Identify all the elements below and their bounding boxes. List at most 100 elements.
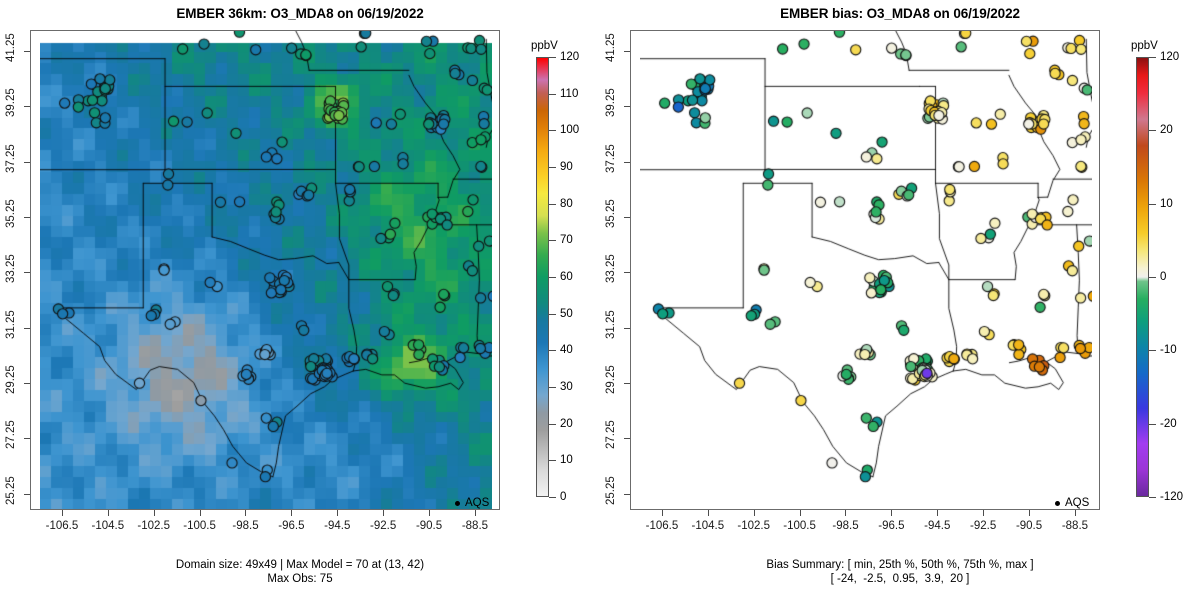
colorbar-tick	[549, 460, 556, 462]
aqs-marker-icon	[1055, 500, 1060, 506]
x-axis-tick	[337, 510, 339, 516]
colorbar-tick-label: 10	[1160, 197, 1173, 210]
x-axis-tick	[429, 510, 431, 516]
x-axis-tick	[61, 510, 63, 516]
y-axis-tick-label: 25.25	[605, 475, 617, 505]
x-axis-tick-label: -88.5	[1061, 520, 1089, 532]
colorbar-tick	[1149, 497, 1156, 498]
legend-label-aqs: AQS	[465, 497, 490, 509]
x-axis-tick-label: -104.5	[91, 520, 125, 532]
y-axis-tick	[624, 383, 630, 385]
colorbar-tick-label: 120	[1160, 51, 1180, 63]
x-axis-tick-label: -92.5	[970, 520, 997, 532]
x-axis-tick	[753, 510, 755, 516]
colorbar-tick	[1149, 130, 1156, 132]
colorbar-tick-label: 70	[560, 234, 573, 247]
x-axis-tick	[891, 510, 893, 516]
colorbar-tick-label: 30	[560, 381, 573, 393]
colorbar-tick	[549, 423, 556, 425]
y-axis-tick	[624, 327, 630, 329]
x-axis-tick	[383, 510, 385, 516]
colorbar-tick-label: -10	[1160, 344, 1177, 357]
x-axis-tick-label: -100.5	[183, 520, 216, 532]
colorbar-title-model: ppbV	[531, 40, 558, 52]
map-area-bias	[640, 31, 1092, 509]
colorbar-tick	[549, 167, 556, 168]
y-axis-tick	[24, 50, 30, 52]
y-axis-tick-label: 25.25	[5, 475, 17, 505]
y-axis-tick-label: 37.25	[605, 143, 617, 173]
y-axis-tick-label: 35.25	[605, 199, 617, 228]
colorbar-tick-label: 110	[560, 87, 579, 100]
x-axis-tick	[245, 510, 247, 516]
y-axis-tick	[24, 216, 30, 218]
legend-aqs-bias: AQS	[1055, 497, 1089, 509]
x-axis-tick	[937, 510, 939, 516]
y-axis-tick	[24, 161, 30, 163]
y-axis-tick	[624, 438, 630, 440]
colorbar-tick-label: -120	[1160, 491, 1184, 503]
colorbar-tick	[1149, 277, 1156, 278]
panel-title-model: EMBER 36km: O3_MDA8 on 06/19/2022	[176, 6, 424, 21]
x-axis-tick-label: -106.5	[645, 520, 679, 532]
x-axis-tick	[799, 510, 801, 516]
y-axis-tick-label: 29.25	[605, 365, 617, 395]
map-area-model	[40, 31, 492, 509]
colorbar-tick	[1149, 350, 1156, 352]
y-axis-tick-label: 37.25	[5, 143, 17, 173]
x-axis-tick-label: -96.5	[278, 520, 305, 532]
x-axis-tick-label: -94.5	[324, 520, 351, 532]
y-axis-tick-label: 33.25	[5, 254, 17, 284]
colorbar-tick	[1149, 57, 1156, 58]
x-axis-tick	[153, 510, 155, 516]
y-axis-tick-label: 31.25	[605, 309, 617, 339]
x-axis-tick-label: -98.5	[832, 520, 859, 532]
colorbar-tick	[549, 497, 556, 498]
x-axis-tick	[1074, 510, 1076, 516]
colorbar-tick-label: 80	[560, 197, 573, 210]
colorbar-tick	[549, 277, 556, 278]
y-axis-tick-label: 39.25	[5, 88, 17, 118]
x-axis-tick	[707, 510, 709, 516]
colorbar-tick-label: 100	[560, 124, 580, 137]
y-axis-tick-label: 31.25	[5, 309, 17, 339]
x-axis-tick-label: -94.5	[924, 520, 951, 532]
colorbar-tick-label: -20	[1160, 417, 1177, 430]
y-axis-tick	[24, 438, 30, 440]
y-axis-tick	[624, 161, 630, 163]
y-axis-tick-label: 41.25	[5, 32, 17, 62]
colorbar-tick	[549, 387, 556, 388]
x-axis-tick-label: -102.5	[137, 520, 171, 532]
colorbar-tick-label: 40	[560, 344, 573, 357]
y-axis-tick	[624, 216, 630, 218]
colorbar-tick-label: 60	[560, 271, 573, 283]
y-axis-tick	[24, 327, 30, 329]
colorbar-tick	[549, 350, 556, 352]
colorbar-tick	[549, 313, 556, 315]
x-axis-tick-label: -90.5	[415, 520, 443, 532]
x-axis-tick-label: -106.5	[45, 520, 79, 532]
colorbar-tick	[1149, 203, 1156, 205]
y-axis-tick-label: 35.25	[5, 199, 17, 228]
y-axis-tick	[24, 272, 30, 274]
colorbar-tick-label: 10	[560, 454, 573, 467]
plot-box-bias	[630, 30, 1100, 510]
colorbar-tick-label: 90	[560, 161, 573, 173]
x-axis-tick-label: -90.5	[1015, 520, 1043, 532]
colorbar-tick	[549, 93, 556, 95]
y-axis-tick	[624, 106, 630, 108]
footer-model-line1: Domain size: 49x49 | Max Model = 70 at (…	[175, 559, 425, 571]
colorbar-tick-label: 50	[560, 307, 573, 320]
x-axis-tick-label: -96.5	[878, 520, 905, 532]
x-axis-tick-label: -98.5	[232, 520, 259, 532]
legend-label-aqs: AQS	[1065, 497, 1090, 509]
colorbar-tick-label: 0	[1160, 271, 1167, 283]
colorbar-gradient-bias	[1136, 57, 1149, 497]
colorbar-tick-label: 20	[560, 417, 573, 430]
colorbar-title-bias: ppbV	[1131, 40, 1158, 52]
x-axis-tick	[107, 510, 109, 516]
y-axis-tick	[24, 106, 30, 108]
footer-bias-line1: Bias Summary: [ min, 25th %, 50th %, 75t…	[766, 559, 1034, 571]
x-axis-tick-label: -104.5	[691, 520, 725, 532]
x-axis-tick-label: -102.5	[737, 520, 771, 532]
